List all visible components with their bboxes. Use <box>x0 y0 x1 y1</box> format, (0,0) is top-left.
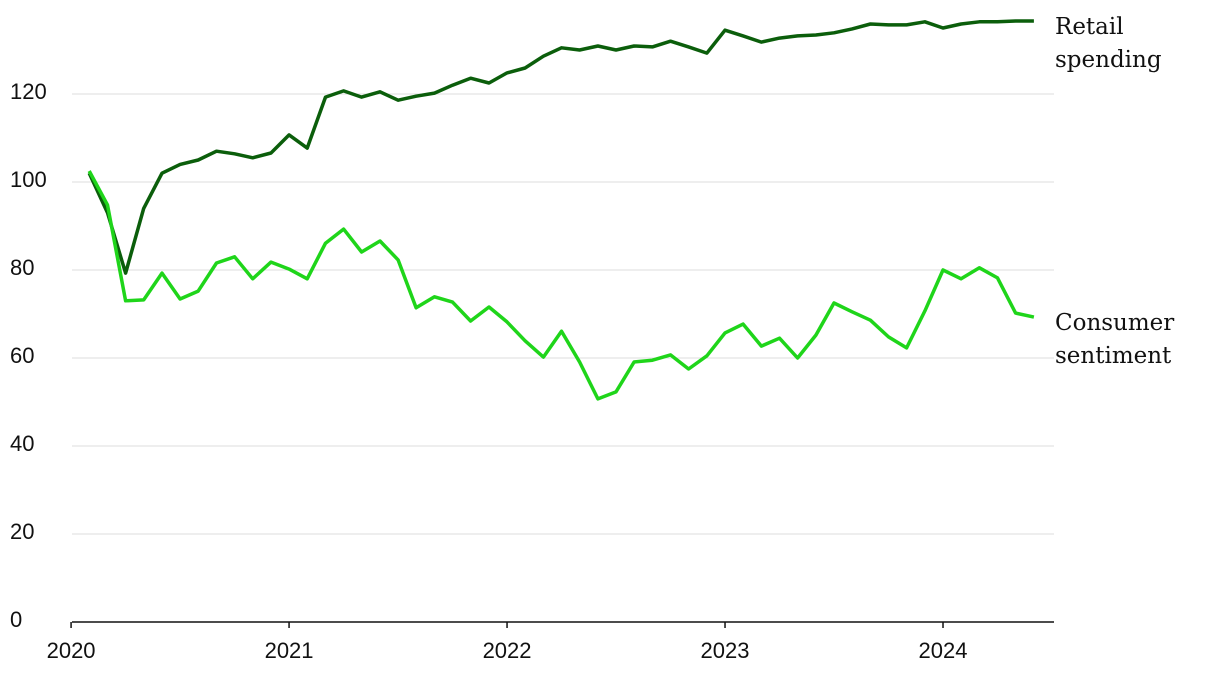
series-label: Consumer sentiment <box>1055 310 1175 370</box>
x-tick-label: 2024 <box>919 638 968 663</box>
series-line <box>87 170 1035 401</box>
series-line <box>87 19 1034 275</box>
y-tick-label: 20 <box>10 519 34 544</box>
x-tick-label: 2022 <box>483 638 532 663</box>
series-label: Retail spending <box>1055 13 1162 73</box>
y-tick-label: 120 <box>10 79 47 104</box>
x-tick-label: 2021 <box>265 638 314 663</box>
y-tick-label: 40 <box>10 431 34 456</box>
y-tick-label: 0 <box>10 607 22 632</box>
x-tick-label: 2020 <box>47 638 96 663</box>
y-tick-label: 80 <box>10 255 34 280</box>
y-tick-label: 100 <box>10 167 47 192</box>
x-tick-label: 2023 <box>701 638 750 663</box>
y-tick-label: 60 <box>10 343 34 368</box>
